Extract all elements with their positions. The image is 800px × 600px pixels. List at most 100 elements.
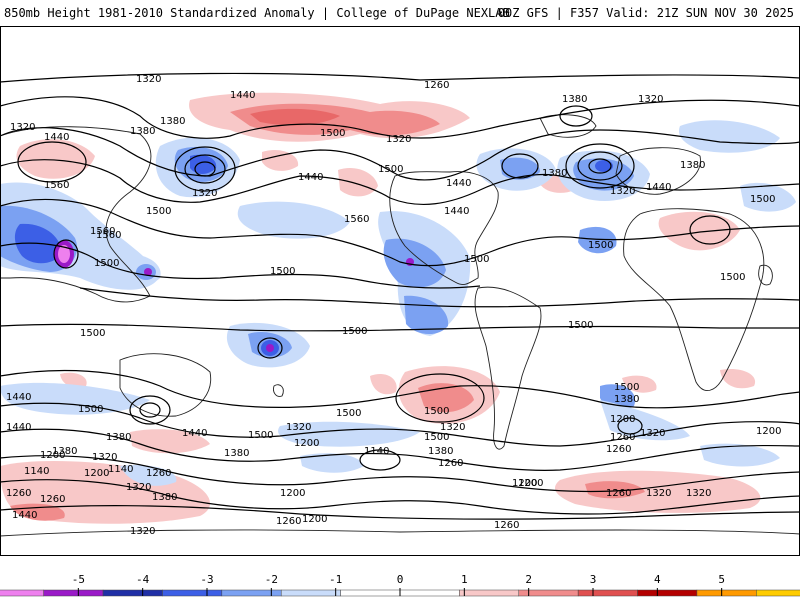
europe-coastline bbox=[615, 147, 701, 195]
contour-label: 1260 bbox=[606, 444, 631, 455]
low-center-pacific-inner bbox=[194, 161, 216, 177]
contour-label: 1440 bbox=[6, 392, 31, 403]
contour-label: 1440 bbox=[446, 178, 471, 189]
contour-label: 1380 bbox=[562, 94, 587, 105]
contour-label: 1440 bbox=[230, 90, 255, 101]
contour-label: 1500 bbox=[424, 432, 449, 443]
contour-label: 1140 bbox=[108, 464, 133, 475]
colorbar-swatches bbox=[0, 589, 800, 597]
contour-1260-north bbox=[0, 72, 800, 83]
colorbar-swatch bbox=[221, 589, 282, 597]
colorbar-swatch bbox=[577, 589, 638, 597]
contour-label: 1320 bbox=[638, 94, 663, 105]
colorbar-swatch bbox=[0, 589, 44, 597]
contour-label: 1380 bbox=[52, 446, 77, 457]
australia-coastline bbox=[119, 353, 212, 417]
colorbar-tick-label: -1 bbox=[329, 573, 342, 586]
contour-1380-north bbox=[0, 127, 800, 181]
colorbar-tick-label: -5 bbox=[72, 573, 85, 586]
contour-label: 1320 bbox=[610, 186, 635, 197]
positive-anomaly-shading bbox=[0, 92, 761, 524]
contour-label: 1380 bbox=[224, 448, 249, 459]
colorbar-tick-label: 5 bbox=[718, 573, 725, 586]
model-run-info: 00Z GFS | F357 Valid: 21Z SUN NOV 30 202… bbox=[497, 6, 794, 20]
contour-1500-tropics bbox=[79, 287, 800, 308]
low-center-pacific-outer bbox=[174, 146, 236, 192]
low-center-pacific-mid bbox=[184, 154, 226, 184]
colorbar-tick-label: 3 bbox=[590, 573, 597, 586]
high-center-south-pacific bbox=[395, 373, 485, 423]
contour-label: 1500 bbox=[80, 328, 105, 339]
contour-label: 1500 bbox=[320, 128, 345, 139]
contour-label: 1260 bbox=[424, 80, 449, 91]
contour-label: 1380 bbox=[106, 432, 131, 443]
contour-1200-south bbox=[0, 479, 800, 515]
contour-label: 1440 bbox=[12, 510, 37, 521]
low-center-southern-ocean bbox=[359, 449, 401, 471]
contour-label: 1200 bbox=[512, 478, 537, 489]
contour-label: 1260 bbox=[438, 458, 463, 469]
contour-label: 1440 bbox=[182, 428, 207, 439]
contour-label: 1260 bbox=[606, 488, 631, 499]
colorbar-tick-label: 4 bbox=[654, 573, 661, 586]
contour-label: 1320 bbox=[92, 452, 117, 463]
contour-1500-north bbox=[0, 198, 800, 267]
contour-label: 1500 bbox=[464, 254, 489, 265]
asia-coastline bbox=[0, 126, 152, 303]
colorbar-swatch bbox=[340, 589, 401, 597]
low-center-south-indian bbox=[129, 395, 171, 425]
contour-label: 1500 bbox=[378, 164, 403, 175]
contour-label: 1500 bbox=[568, 320, 593, 331]
north-america-coastline bbox=[389, 171, 499, 285]
contour-label: 1500 bbox=[588, 240, 613, 251]
contour-labels: 1320 1260 1440 1380 1320 1320 1440 1380 … bbox=[6, 74, 781, 537]
map-title: 850mb Height 1981-2010 Standardized Anom… bbox=[4, 6, 510, 20]
low-center-greenland bbox=[559, 105, 593, 127]
contour-label: 1320 bbox=[440, 422, 465, 433]
contour-1320-south bbox=[0, 428, 800, 471]
contour-label: 1320 bbox=[10, 122, 35, 133]
low-center-bay-of-bengal bbox=[53, 239, 79, 269]
contour-label: 1440 bbox=[44, 132, 69, 143]
contour-label: 1500 bbox=[146, 206, 171, 217]
low-center-south-atlantic bbox=[617, 417, 643, 435]
low-center-atlantic-mid bbox=[577, 151, 623, 181]
contour-1440-north bbox=[0, 159, 800, 205]
coastlines bbox=[0, 114, 800, 537]
low-center-canada bbox=[501, 153, 539, 179]
contour-1260-pole bbox=[0, 505, 800, 520]
contour-label: 1320 bbox=[136, 74, 161, 85]
high-center-asia bbox=[17, 141, 87, 183]
contour-label: 1320 bbox=[640, 428, 665, 439]
header-bar: 850mb Height 1981-2010 Standardized Anom… bbox=[0, 0, 800, 26]
contour-label: 1380 bbox=[130, 126, 155, 137]
colorbar-tick-label: 0 bbox=[397, 573, 404, 586]
contour-label: 1140 bbox=[24, 466, 49, 477]
contour-label: 1200 bbox=[518, 478, 543, 489]
south-america-coastline bbox=[474, 286, 542, 450]
colorbar-swatch bbox=[102, 589, 163, 597]
contour-label: 1320 bbox=[686, 488, 711, 499]
contour-label: 1320 bbox=[386, 134, 411, 145]
contour-label: 1380 bbox=[152, 492, 177, 503]
colorbar-tick-label: -4 bbox=[136, 573, 150, 586]
madagascar-coastline bbox=[758, 264, 773, 286]
contour-label: 1500 bbox=[720, 272, 745, 283]
colorbar-swatch bbox=[637, 589, 698, 597]
contour-label: 1320 bbox=[130, 526, 155, 537]
colorbar-swatch bbox=[399, 589, 460, 597]
contour-label: 1380 bbox=[160, 116, 185, 127]
antarctica-coastline bbox=[0, 529, 800, 537]
contour-label: 1380 bbox=[542, 168, 567, 179]
low-center-south-pacific bbox=[257, 337, 283, 359]
contour-label: 1200 bbox=[84, 468, 109, 479]
colorbar-swatch bbox=[756, 589, 800, 597]
contour-label: 1200 bbox=[280, 488, 305, 499]
contour-label: 1440 bbox=[646, 182, 671, 193]
colorbar-tick-label: -2 bbox=[265, 573, 278, 586]
contour-label: 1140 bbox=[364, 446, 389, 457]
contour-label: 1560 bbox=[96, 230, 121, 241]
colorbar-swatch bbox=[696, 589, 757, 597]
contour-label: 1260 bbox=[610, 432, 635, 443]
colorbar-swatch bbox=[459, 589, 520, 597]
